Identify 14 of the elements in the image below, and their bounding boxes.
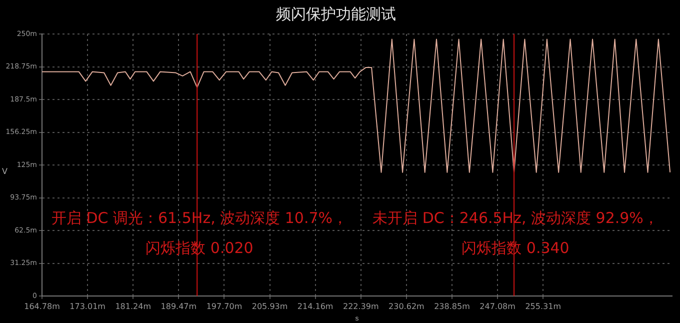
x-tick-label: 205.93m — [252, 302, 288, 311]
x-tick-label: 189.47m — [160, 302, 197, 311]
x-tick-label: 222.39m — [342, 302, 379, 311]
x-tick-label: 197.70m — [206, 302, 242, 311]
x-tick-label: 255.31m — [525, 302, 562, 311]
x-tick-label: 181.24m — [115, 302, 152, 311]
x-tick-label: 173.01m — [70, 302, 106, 311]
x-tick-label: 230.62m — [388, 302, 425, 311]
chart-title: 频闪保护功能测试 — [276, 4, 396, 23]
x-tick-label: 164.78m — [24, 302, 60, 311]
x-tick-label: 238.85m — [434, 302, 470, 311]
x-tick-label: 214.16m — [297, 302, 334, 311]
x-tick-label: 247.08m — [480, 302, 516, 311]
y-axis-title: V — [2, 167, 8, 176]
